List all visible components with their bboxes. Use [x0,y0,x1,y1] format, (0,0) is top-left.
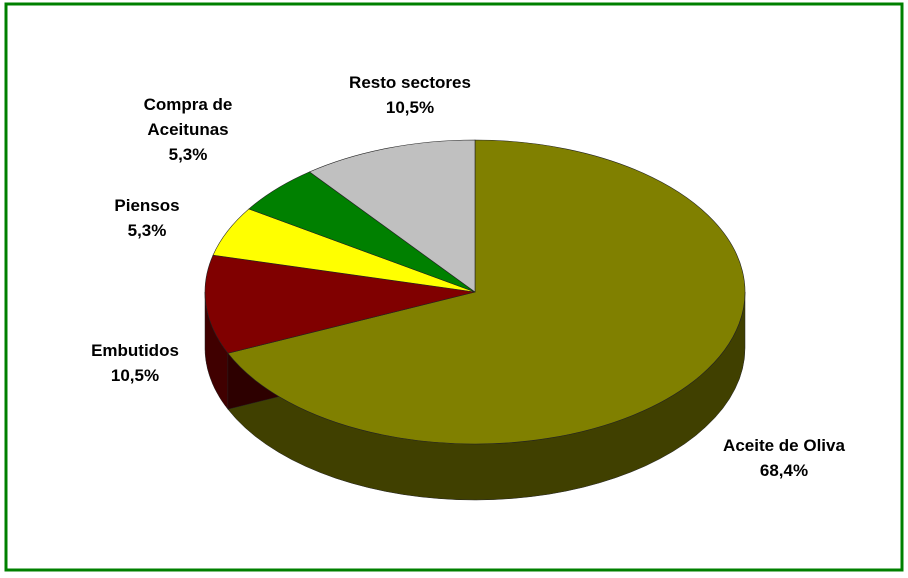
value-label: 10,5% [110,366,160,385]
value-label: 5,3% [168,145,208,164]
slice [204,254,476,354]
slice-label: Resto sectores 10,5% [320,70,500,120]
slice-label: Piensos 5,3% [88,193,206,243]
category-label: Resto sectores [349,73,471,92]
slice-label: Compra de Aceitunas 5,3% [128,92,248,167]
category-label: Compra de Aceitunas [143,95,233,139]
category-label: Embutidos [91,341,179,360]
category-label: Piensos [114,196,180,215]
value-label: 10,5% [385,98,435,117]
slice-label: Aceite de Oliva 68,4% [718,433,850,483]
value-label: 5,3% [127,221,167,240]
slice [227,139,746,445]
value-label: 68,4% [759,461,809,480]
slice [308,139,476,293]
slice-label: Embutidos 10,5% [70,338,200,388]
category-label: Aceite de Oliva [723,436,845,455]
